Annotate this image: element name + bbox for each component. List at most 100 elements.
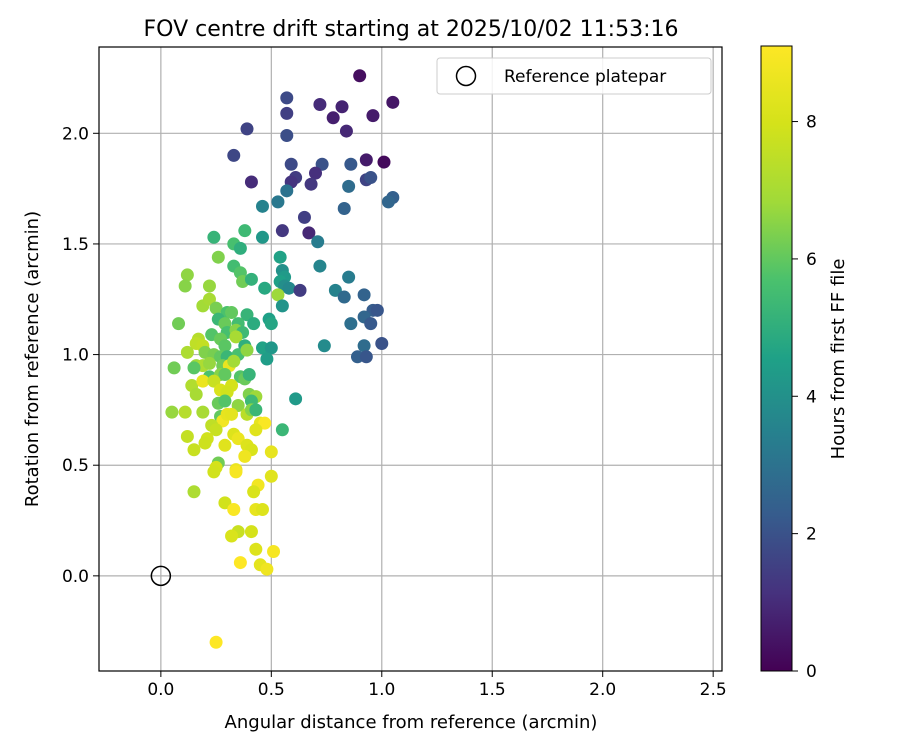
data-point [207, 374, 221, 388]
data-point [227, 502, 241, 516]
y-axis-label: Rotation from reference (arcmin) [22, 211, 43, 507]
colorbar-tick-label: 2 [806, 525, 817, 545]
data-point [297, 210, 311, 224]
data-points [165, 69, 400, 649]
data-point [342, 270, 356, 284]
data-point [342, 179, 356, 193]
data-point [202, 356, 216, 370]
reference-marker [150, 565, 172, 587]
data-point [364, 317, 378, 331]
data-point [264, 341, 278, 355]
data-point [381, 195, 395, 209]
chart-title: FOV centre drift starting at 2025/10/02 … [144, 17, 679, 42]
legend-box [436, 57, 712, 95]
grid [99, 47, 722, 671]
data-point [264, 317, 278, 331]
data-point [280, 106, 294, 120]
data-point [244, 175, 258, 189]
data-point [198, 436, 212, 450]
data-point [328, 283, 342, 297]
data-point [339, 124, 353, 138]
data-point [304, 177, 318, 191]
data-point [284, 157, 298, 171]
data-point [180, 268, 194, 282]
plot-frame [98, 46, 723, 672]
data-point [315, 157, 329, 171]
data-point [233, 241, 247, 255]
data-point [264, 445, 278, 459]
data-point [218, 367, 232, 381]
data-point [189, 387, 203, 401]
data-point [258, 281, 272, 295]
data-point [240, 122, 254, 136]
data-point [280, 91, 294, 105]
data-point [317, 339, 331, 353]
legend-entry-reference: Reference platepar [504, 67, 666, 87]
data-point [309, 166, 323, 180]
data-point [264, 469, 278, 483]
data-point [227, 148, 241, 162]
data-point [240, 308, 254, 322]
data-point [247, 317, 261, 331]
data-point [242, 367, 256, 381]
data-point [240, 343, 254, 357]
data-point [337, 290, 351, 304]
x-axis: 0.0 0.5 1.0 1.5 2.0 2.5 [147, 671, 727, 700]
data-point [255, 502, 269, 516]
y-tick-label: 0.5 [62, 456, 89, 476]
data-point [207, 465, 221, 479]
data-point [353, 69, 367, 83]
data-point [211, 250, 225, 264]
data-point [335, 100, 349, 114]
data-point [282, 281, 296, 295]
x-tick-label: 2.5 [700, 680, 727, 700]
y-tick-label: 0.0 [62, 567, 89, 587]
data-point [209, 635, 223, 649]
data-point [273, 250, 287, 264]
data-point [180, 345, 194, 359]
data-point [249, 542, 263, 556]
data-point [180, 429, 194, 443]
data-point [225, 306, 239, 320]
data-point [326, 111, 340, 125]
data-point [260, 562, 274, 576]
data-point [280, 184, 294, 198]
data-point [238, 449, 252, 463]
data-point [364, 171, 378, 185]
data-point [227, 354, 241, 368]
y-tick-label: 1.5 [62, 235, 89, 255]
y-tick-label: 1.0 [62, 346, 89, 366]
data-point [386, 95, 400, 109]
data-point [187, 361, 201, 375]
data-point [225, 529, 239, 543]
data-point [255, 199, 269, 213]
data-point [244, 525, 258, 539]
data-point [249, 403, 263, 417]
data-point [231, 432, 245, 446]
data-point [196, 374, 210, 388]
data-point [202, 279, 216, 293]
x-tick-label: 1.0 [368, 680, 395, 700]
data-point [218, 496, 232, 510]
colorbar-tick-label: 8 [806, 113, 817, 133]
data-point [271, 288, 285, 302]
data-point [249, 423, 263, 437]
legend: Reference platepar [436, 57, 712, 95]
data-point [344, 157, 358, 171]
data-point [280, 129, 294, 143]
colorbar-tick-label: 0 [806, 662, 817, 682]
data-point [229, 330, 243, 344]
data-point [187, 443, 201, 457]
data-point [178, 405, 192, 419]
data-point [178, 279, 192, 293]
x-tick-label: 0.0 [147, 680, 174, 700]
data-point [231, 398, 245, 412]
data-point [209, 423, 223, 437]
colorbar-tick-label: 4 [806, 387, 817, 407]
x-tick-label: 0.5 [258, 680, 285, 700]
data-point [196, 405, 210, 419]
data-point [311, 235, 325, 249]
colorbar-gradient [760, 45, 793, 672]
data-point [377, 155, 391, 169]
